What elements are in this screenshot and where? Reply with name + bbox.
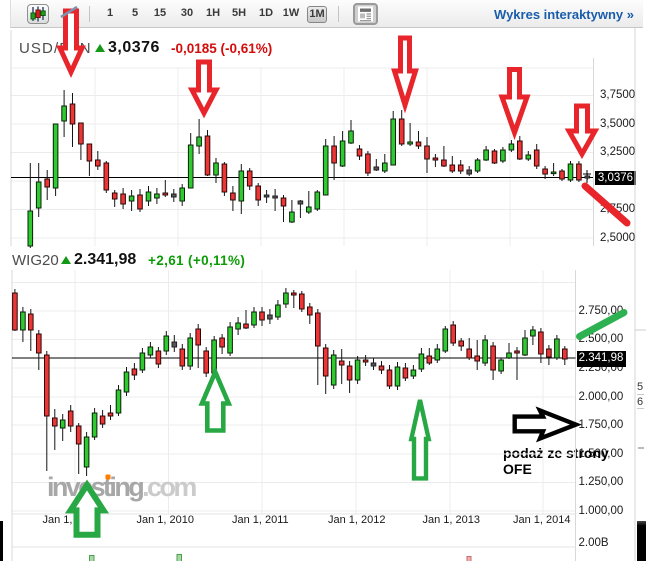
- svg-text:investing.com: investing.com: [47, 472, 196, 502]
